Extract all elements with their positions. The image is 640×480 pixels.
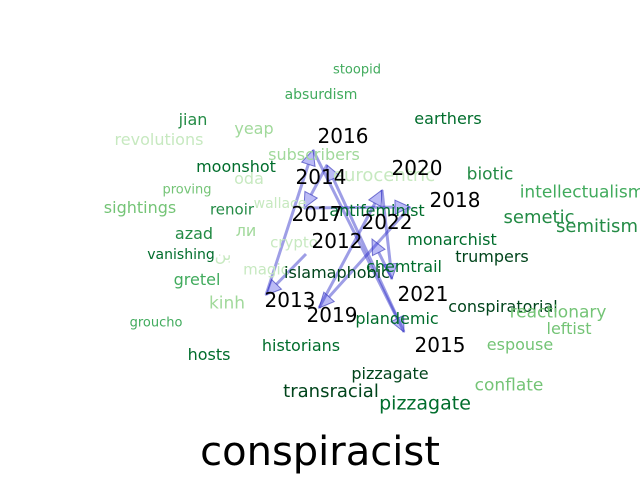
arrow-shaft: [377, 251, 394, 280]
neighbor-word: groucho: [129, 315, 183, 331]
arrow-shaft: [275, 252, 308, 286]
neighbor-word: biotic: [466, 164, 514, 185]
trajectory-arrow-2013-2014: [264, 148, 316, 296]
trajectory-arrow-2021-2022: [371, 237, 394, 280]
arrow-shaft: [327, 205, 412, 298]
year-label-2019: 2019: [306, 303, 358, 327]
trajectory-arrow-2015-2016: [326, 163, 406, 333]
year-label-2021: 2021: [397, 282, 449, 306]
neighbor-word: pizzagate: [351, 364, 429, 383]
arrow-head: [265, 278, 283, 296]
arrow-shaft: [331, 177, 406, 333]
neighbor-word: azad: [174, 224, 214, 243]
neighbor-word: jian: [178, 110, 208, 129]
neighbor-word: moonshot: [196, 157, 276, 176]
year-label-2018: 2018: [429, 188, 481, 212]
trajectory-arrow-2020-2021: [380, 189, 399, 281]
neighbor-word: revolutions: [114, 130, 204, 149]
arrow-shaft: [309, 164, 329, 196]
neighbor-word: earthers: [414, 109, 482, 128]
neighbor-word: pizzagate: [379, 392, 471, 415]
neighbor-word: conflate: [474, 375, 544, 396]
neighbor-word: sightings: [103, 198, 177, 217]
trajectory-arrow-2019-2020: [317, 188, 383, 309]
neighbor-word: renoir: [209, 200, 255, 219]
neighbor-word: gretel: [173, 270, 221, 289]
neighbor-word: chemtrail: [366, 257, 442, 276]
neighbor-word: stoopid: [333, 62, 381, 78]
neighbor-word: ли: [235, 221, 257, 240]
neighbor-word: crypto: [270, 233, 318, 252]
neighbor-word: reactionary: [509, 302, 607, 323]
neighbor-word: proving: [162, 182, 212, 198]
arrow-head: [326, 163, 341, 183]
year-label-2015: 2015: [414, 333, 466, 357]
neighbor-word: historians: [261, 336, 341, 355]
neighbor-word: antifeminist: [329, 201, 425, 220]
neighbor-word: leftist: [546, 319, 592, 338]
neighbor-word: eurocentric: [332, 165, 436, 186]
year-label-2014: 2014: [295, 165, 347, 189]
neighbor-word: monarchist: [407, 230, 497, 249]
trajectory-arrow-2016-2017: [303, 164, 329, 210]
arrow-shaft: [380, 189, 392, 265]
neighbor-word: hosts: [187, 345, 231, 364]
arrow-head: [390, 314, 405, 334]
neighbor-word: conspiratorial: [448, 297, 558, 316]
neighbor-word: subscribers: [268, 145, 360, 164]
neighbor-word: magic: [243, 260, 289, 279]
arrow-head: [303, 190, 319, 210]
arrow-shaft: [264, 163, 310, 296]
arrow-head: [300, 148, 316, 168]
neighbor-word: absurdism: [284, 87, 358, 103]
arrow-head: [371, 237, 386, 257]
trajectory-arrow-2017-2018: [303, 199, 412, 215]
arrow-head: [382, 262, 399, 281]
neighbor-word: transracial: [283, 381, 379, 402]
arrow-head: [318, 291, 336, 309]
year-label-2017: 2017: [291, 202, 343, 226]
neighbor-word: semetic: [503, 207, 575, 228]
neighbor-word: بن: [214, 245, 232, 264]
trajectory-arrow-2018-2019: [318, 205, 412, 309]
neighbor-word: kinh: [208, 293, 246, 314]
year-label-2013: 2013: [264, 288, 316, 312]
neighbor-word: plandemic: [355, 309, 439, 328]
neighbor-word: intellectualism: [519, 182, 640, 203]
neighbor-word: wallace: [253, 196, 307, 212]
arrow-head: [394, 199, 412, 215]
neighbor-word: espouse: [486, 335, 554, 354]
arrow-shaft: [317, 202, 377, 309]
neighbor-word: oda: [234, 169, 264, 188]
year-label-2012: 2012: [311, 229, 363, 253]
neighbor-word: islamaphobic: [284, 263, 390, 282]
neighbor-word: trumpers: [455, 247, 529, 266]
neighbor-word: semitism: [556, 216, 638, 237]
year-label-2016: 2016: [317, 124, 369, 148]
arrow-shaft: [303, 205, 396, 210]
neighbor-word: vanishing: [147, 247, 215, 263]
target-word-title: conspiracist: [200, 429, 440, 475]
year-label-2022: 2022: [361, 210, 413, 234]
arrow-head: [367, 188, 383, 208]
year-label-2020: 2020: [391, 156, 443, 180]
trajectory-arrow-2012-2013: [265, 252, 308, 296]
neighbor-word: yeap: [234, 119, 274, 138]
